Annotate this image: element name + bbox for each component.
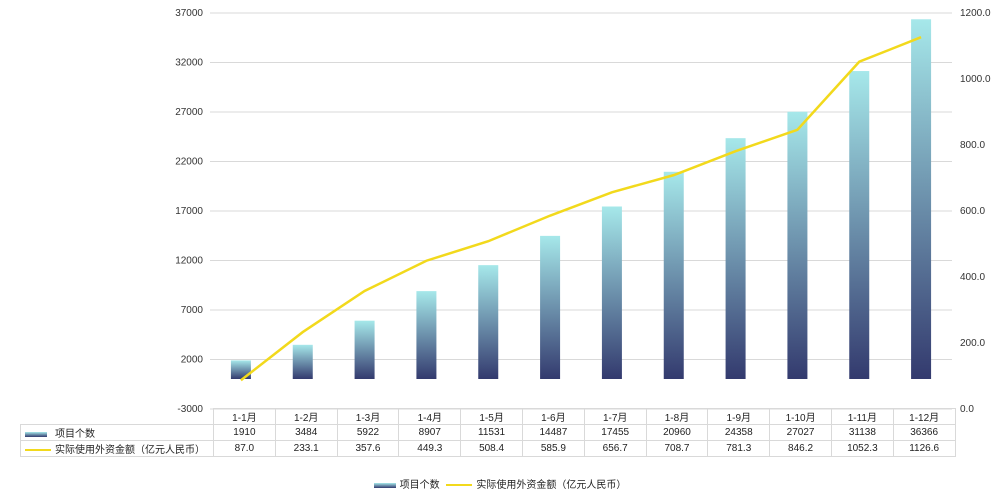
category-label: 1-6月 [521, 408, 585, 425]
bar [911, 19, 932, 379]
data-cell: 11531 [460, 424, 523, 441]
y-left-tick-label: 32000 [175, 58, 203, 69]
data-cell: 656.7 [583, 440, 647, 457]
category-label: 1-9月 [707, 408, 771, 425]
bar [787, 111, 808, 379]
y-right-tick-label: 400.0 [960, 272, 985, 283]
data-cell: 781.3 [707, 440, 771, 457]
bar [416, 291, 437, 379]
chart-plot: -300020007000120001700022000270003200037… [175, 8, 991, 415]
data-cell: 3484 [274, 424, 338, 441]
y-right-tick-label: 1200.0 [960, 8, 991, 19]
row-label-line: 实际使用外资金额（亿元人民币） [20, 440, 214, 457]
data-cell: 36366 [892, 424, 956, 441]
data-cell: 585.9 [521, 440, 585, 457]
data-cell: 708.7 [645, 440, 709, 457]
line-swatch-icon [446, 484, 473, 487]
y-right-tick-label: 1000.0 [960, 74, 991, 85]
legend-item-bars[interactable]: 项目个数 [373, 480, 440, 491]
data-cell: 27027 [769, 424, 832, 441]
y-right-tick-label: 0.0 [960, 404, 974, 415]
series-name: 项目个数 [55, 429, 95, 440]
bar [601, 206, 622, 379]
data-cell: 846.2 [769, 440, 832, 457]
category-label: 1-1月 [213, 408, 276, 425]
series-name: 实际使用外资金额（亿元人民币） [55, 445, 205, 456]
category-label: 1-4月 [398, 408, 462, 425]
table-corner [20, 408, 214, 425]
bar [478, 265, 499, 379]
data-cell: 14487 [521, 424, 585, 441]
data-cell: 357.6 [336, 440, 400, 457]
data-cell: 8907 [398, 424, 462, 441]
line-series [240, 36, 922, 382]
y-left-tick-label: 17000 [175, 206, 203, 217]
category-label: 1-2月 [274, 408, 338, 425]
data-cell: 1052.3 [830, 440, 894, 457]
bar-swatch-icon [25, 431, 47, 437]
data-cell: 87.0 [213, 440, 276, 457]
data-cell: 20960 [645, 424, 709, 441]
data-cell: 5922 [336, 424, 400, 441]
category-label: 1-11月 [830, 408, 894, 425]
y-left-tick-label: 37000 [175, 8, 203, 19]
y-left-tick-label: 12000 [175, 256, 203, 267]
bar [725, 138, 746, 379]
bar [849, 71, 870, 379]
category-label: 1-7月 [583, 408, 647, 425]
y-left-tick-label: 7000 [181, 305, 204, 316]
data-cell: 233.1 [274, 440, 338, 457]
y-left-tick-label: 22000 [175, 157, 203, 168]
category-label: 1-10月 [769, 408, 832, 425]
category-label: 1-5月 [460, 408, 523, 425]
data-cell: 1910 [213, 424, 276, 441]
bar [230, 360, 251, 379]
legend-item-line[interactable]: 实际使用外资金额（亿元人民币） [446, 480, 626, 491]
category-label: 1-3月 [336, 408, 400, 425]
bar [663, 171, 684, 379]
legend: 项目个数 实际使用外资金额（亿元人民币） [0, 476, 1000, 491]
data-table: 1-1月 1-2月 1-3月 1-4月 1-5月 1-6月 1-7月 1-8月 1-9月 1-10… [20, 408, 956, 457]
data-cell: 24358 [707, 424, 771, 441]
y-left-tick-label: 27000 [175, 107, 203, 118]
data-cell: 449.3 [398, 440, 462, 457]
bar [354, 320, 375, 379]
data-cell: 31138 [830, 424, 894, 441]
bar [292, 344, 313, 379]
data-cell: 508.4 [460, 440, 523, 457]
y-left-tick-label: 2000 [181, 355, 204, 366]
category-label: 1-12月 [892, 408, 956, 425]
data-cell: 17455 [583, 424, 647, 441]
y-right-tick-label: 800.0 [960, 140, 985, 151]
data-cell: 1126.6 [892, 440, 956, 457]
legend-label: 实际使用外资金额（亿元人民币） [476, 480, 627, 491]
legend-label: 项目个数 [399, 480, 440, 491]
bar [540, 235, 561, 379]
bar-swatch-icon [373, 482, 396, 488]
y-right-tick-label: 600.0 [960, 206, 985, 217]
row-label-bars: 项目个数 [20, 424, 214, 441]
y-right-tick-label: 200.0 [960, 338, 985, 349]
category-label: 1-8月 [645, 408, 709, 425]
line-swatch-icon [25, 449, 51, 452]
